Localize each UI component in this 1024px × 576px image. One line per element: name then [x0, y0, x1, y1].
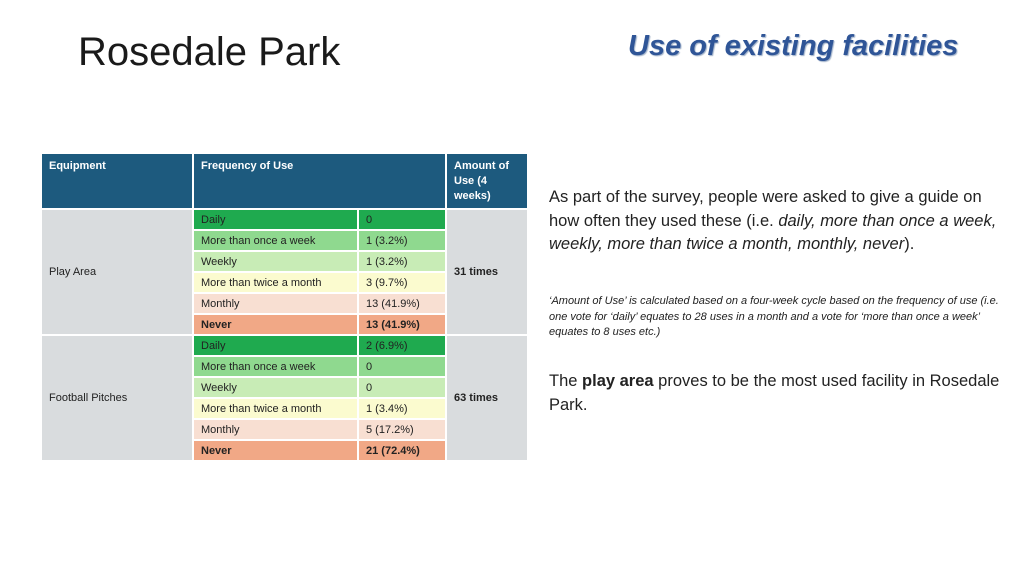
count-cell: 1 (3.2%) [357, 229, 447, 252]
conclusion: The play area proves to be the most used… [549, 370, 1004, 417]
survey-explanation: As part of the survey, people were asked… [549, 186, 1009, 257]
frequency-cell: Never [192, 439, 359, 462]
survey-text-c: ). [904, 235, 915, 253]
equipment-play-area: Play Area [40, 208, 194, 336]
count-cell: 3 (9.7%) [357, 271, 447, 294]
usage-table: Equipment Frequency of Use Amount of Use… [40, 152, 529, 462]
slide-title: Rosedale Park [78, 30, 341, 74]
header-equipment: Equipment [40, 152, 194, 210]
frequency-cell: More than once a week [192, 229, 359, 252]
slide-subtitle: Use of existing facilities [628, 30, 959, 62]
frequency-cell: More than once a week [192, 355, 359, 378]
count-cell: 0 [357, 355, 447, 378]
table-row: More than once a week 1 (3.2%) [41, 229, 528, 252]
equipment-football-pitches: Football Pitches [40, 334, 194, 462]
table-row: Weekly 0 [41, 376, 528, 399]
frequency-cell: Monthly [192, 292, 359, 315]
frequency-cell: More than twice a month [192, 271, 359, 294]
count-cell: 0 [357, 376, 447, 399]
table-row: Monthly 5 (17.2%) [41, 418, 528, 441]
header-frequency: Frequency of Use [192, 152, 447, 210]
frequency-cell: Weekly [192, 250, 359, 273]
table-row: Football Pitches Daily 2 (6.9%) 63 times [40, 334, 529, 462]
count-cell: 5 (17.2%) [357, 418, 447, 441]
amount-footnote: ‘Amount of Use’ is calculated based on a… [549, 295, 999, 338]
frequency-cell: Never [192, 313, 359, 336]
table-row: More than twice a month 1 (3.4%) [41, 397, 528, 420]
table-header-row: Equipment Frequency of Use Amount of Use… [40, 152, 529, 210]
table-row: Play Area Daily 0 31 times [40, 208, 529, 336]
count-cell: 1 (3.4%) [357, 397, 447, 420]
count-cell: 13 (41.9%) [357, 313, 447, 336]
count-cell: 21 (72.4%) [357, 439, 447, 462]
table-row: Never 13 (41.9%) [41, 313, 528, 336]
header-amount: Amount of Use (4 weeks) [445, 152, 529, 210]
conclusion-text-a: The [549, 372, 583, 390]
conclusion-highlight: play area [582, 372, 654, 390]
amount-football-pitches: 63 times [445, 334, 529, 462]
survey-text-a: As part of the survey, people were asked… [549, 188, 982, 230]
count-cell: 1 (3.2%) [357, 250, 447, 273]
frequency-cell: Daily [192, 334, 359, 357]
survey-options: daily, more than once a week, weekly, mo… [549, 211, 997, 254]
count-cell: 13 (41.9%) [357, 292, 447, 315]
table-row: Weekly 1 (3.2%) [41, 250, 528, 273]
frequency-cell: Weekly [192, 376, 359, 399]
frequency-cell: Daily [192, 208, 359, 231]
amount-play-area: 31 times [445, 208, 529, 336]
table-row: Monthly 13 (41.9%) [41, 292, 528, 315]
table-row: More than twice a month 3 (9.7%) [41, 271, 528, 294]
table-row: More than once a week 0 [41, 355, 528, 378]
frequency-cell: Monthly [192, 418, 359, 441]
count-cell: 2 (6.9%) [357, 334, 447, 357]
table-row: Never 21 (72.4%) [41, 439, 528, 462]
conclusion-text-c: proves to be the most used facility in R… [549, 372, 1000, 414]
frequency-cell: More than twice a month [192, 397, 359, 420]
count-cell: 0 [357, 208, 447, 231]
